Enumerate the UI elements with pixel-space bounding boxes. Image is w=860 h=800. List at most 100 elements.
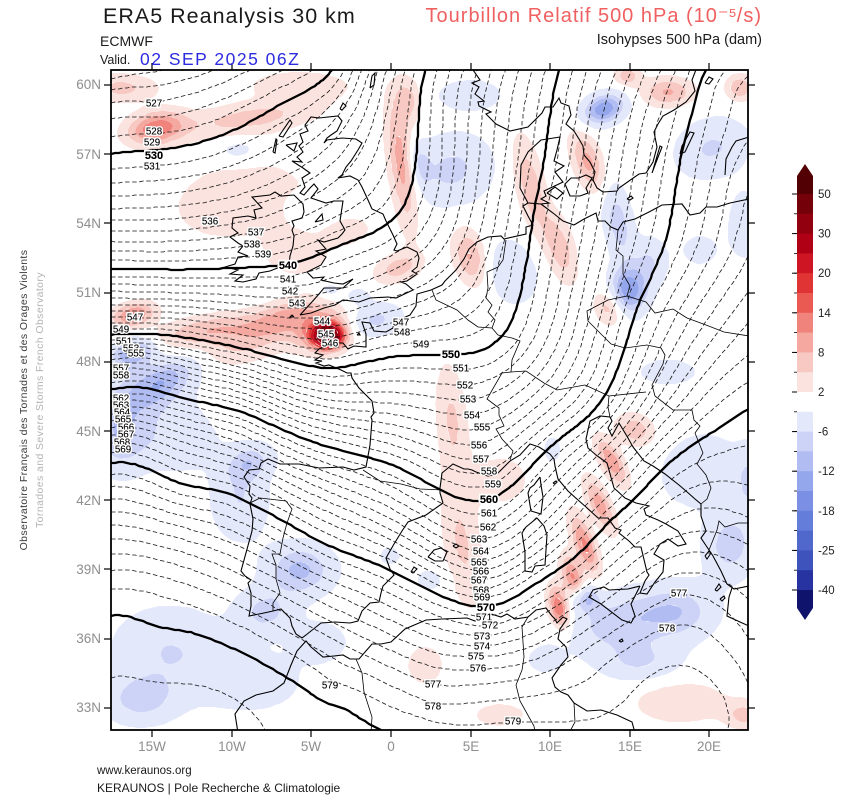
svg-text:2: 2	[818, 387, 824, 399]
svg-text:553: 553	[123, 344, 140, 355]
svg-text:540: 540	[279, 260, 297, 272]
svg-text:15W: 15W	[138, 739, 166, 754]
svg-text:02 SEP 2025 06Z: 02 SEP 2025 06Z	[140, 49, 300, 69]
svg-text:20E: 20E	[697, 739, 721, 754]
svg-text:Observatoire Français des Torn: Observatoire Français des Tornades et de…	[18, 250, 30, 551]
svg-text:Isohypses 500 hPa (dam): Isohypses 500 hPa (dam)	[597, 32, 762, 48]
svg-text:573: 573	[474, 632, 491, 643]
svg-text:557: 557	[113, 364, 129, 375]
svg-text:45N: 45N	[76, 424, 101, 439]
svg-text:529: 529	[144, 138, 160, 149]
svg-text:5W: 5W	[301, 739, 322, 754]
svg-text:545: 545	[318, 330, 335, 341]
svg-text:8: 8	[818, 347, 824, 359]
svg-text:51N: 51N	[76, 285, 101, 300]
svg-text:553: 553	[460, 395, 477, 406]
svg-text:547: 547	[127, 313, 143, 324]
svg-text:536: 536	[202, 217, 219, 228]
svg-text:552: 552	[457, 381, 473, 392]
svg-text:563: 563	[113, 401, 130, 412]
svg-text:541: 541	[280, 275, 296, 286]
svg-text:568: 568	[114, 438, 131, 449]
svg-text:574: 574	[474, 642, 491, 653]
svg-text:542: 542	[282, 287, 298, 298]
svg-text:537: 537	[248, 228, 264, 239]
svg-text:546: 546	[322, 339, 339, 350]
svg-text:568: 568	[473, 586, 490, 597]
svg-text:549: 549	[413, 340, 429, 351]
svg-text:558: 558	[481, 467, 498, 478]
svg-text:538: 538	[244, 240, 261, 251]
svg-text:50: 50	[818, 189, 831, 201]
svg-text:ECMWF: ECMWF	[100, 33, 153, 49]
svg-text:571: 571	[476, 613, 492, 624]
svg-text:564: 564	[114, 408, 131, 419]
svg-text:555: 555	[128, 349, 145, 360]
svg-text:550: 550	[442, 349, 460, 361]
svg-text:57N: 57N	[76, 147, 101, 162]
svg-text:564: 564	[473, 547, 490, 558]
svg-text:569: 569	[474, 593, 490, 604]
svg-text:531: 531	[144, 162, 160, 173]
svg-text:5E: 5E	[463, 739, 480, 754]
svg-text:561: 561	[481, 509, 497, 520]
svg-text:563: 563	[471, 535, 488, 546]
svg-text:578: 578	[659, 624, 676, 635]
svg-text:Tornadoes and Severe Storms Fr: Tornadoes and Severe Storms French Obser…	[34, 272, 46, 528]
svg-text:531: 531	[144, 162, 160, 173]
svg-text:578: 578	[659, 624, 676, 635]
svg-text:10E: 10E	[538, 739, 562, 754]
svg-text:557: 557	[473, 455, 489, 466]
svg-text:567: 567	[118, 430, 134, 441]
svg-text:538: 538	[244, 240, 261, 251]
svg-text:559: 559	[485, 480, 501, 491]
svg-text:553: 553	[460, 395, 477, 406]
svg-text:558: 558	[113, 371, 130, 382]
svg-text:579: 579	[322, 681, 338, 692]
svg-text:565: 565	[471, 558, 488, 569]
svg-text:564: 564	[473, 547, 490, 558]
svg-text:42N: 42N	[76, 493, 101, 508]
svg-text:569: 569	[115, 445, 131, 456]
svg-text:552: 552	[457, 381, 473, 392]
svg-text:562: 562	[113, 394, 129, 405]
svg-text:529: 529	[144, 138, 160, 149]
svg-text:550: 550	[442, 349, 460, 361]
svg-text:567: 567	[471, 576, 487, 587]
svg-text:579: 579	[505, 717, 521, 728]
svg-text:541: 541	[280, 275, 296, 286]
svg-text:569: 569	[474, 593, 490, 604]
svg-text:558: 558	[113, 371, 130, 382]
svg-text:549: 549	[413, 340, 429, 351]
svg-text:553: 553	[123, 344, 140, 355]
svg-text:-18: -18	[818, 506, 835, 518]
svg-text:KERAUNOS | Pole Recherche & Cl: KERAUNOS | Pole Recherche & Climatologie	[97, 781, 341, 795]
svg-text:575: 575	[468, 652, 485, 663]
svg-text:558: 558	[481, 467, 498, 478]
svg-text:543: 543	[289, 299, 306, 310]
svg-text:36N: 36N	[76, 631, 101, 646]
svg-text:-12: -12	[818, 466, 835, 478]
svg-text:-40: -40	[818, 585, 835, 597]
svg-text:566: 566	[118, 423, 135, 434]
svg-text:565: 565	[115, 415, 132, 426]
svg-text:577: 577	[671, 589, 687, 600]
svg-text:www.keraunos.org: www.keraunos.org	[96, 765, 192, 777]
svg-text:551: 551	[453, 364, 469, 375]
svg-text:547: 547	[127, 313, 143, 324]
svg-text:546: 546	[322, 339, 339, 350]
svg-text:555: 555	[128, 349, 145, 360]
svg-text:549: 549	[113, 325, 129, 336]
svg-text:576: 576	[470, 664, 487, 675]
svg-text:548: 548	[394, 328, 411, 339]
svg-text:572: 572	[482, 621, 498, 632]
svg-text:579: 579	[505, 717, 521, 728]
svg-text:539: 539	[255, 250, 271, 261]
svg-text:33N: 33N	[76, 700, 101, 715]
svg-text:10W: 10W	[218, 739, 246, 754]
svg-text:574: 574	[474, 642, 491, 653]
svg-text:560: 560	[480, 494, 498, 506]
svg-text:543: 543	[289, 299, 306, 310]
svg-text:571: 571	[476, 613, 492, 624]
svg-text:20: 20	[818, 268, 831, 280]
